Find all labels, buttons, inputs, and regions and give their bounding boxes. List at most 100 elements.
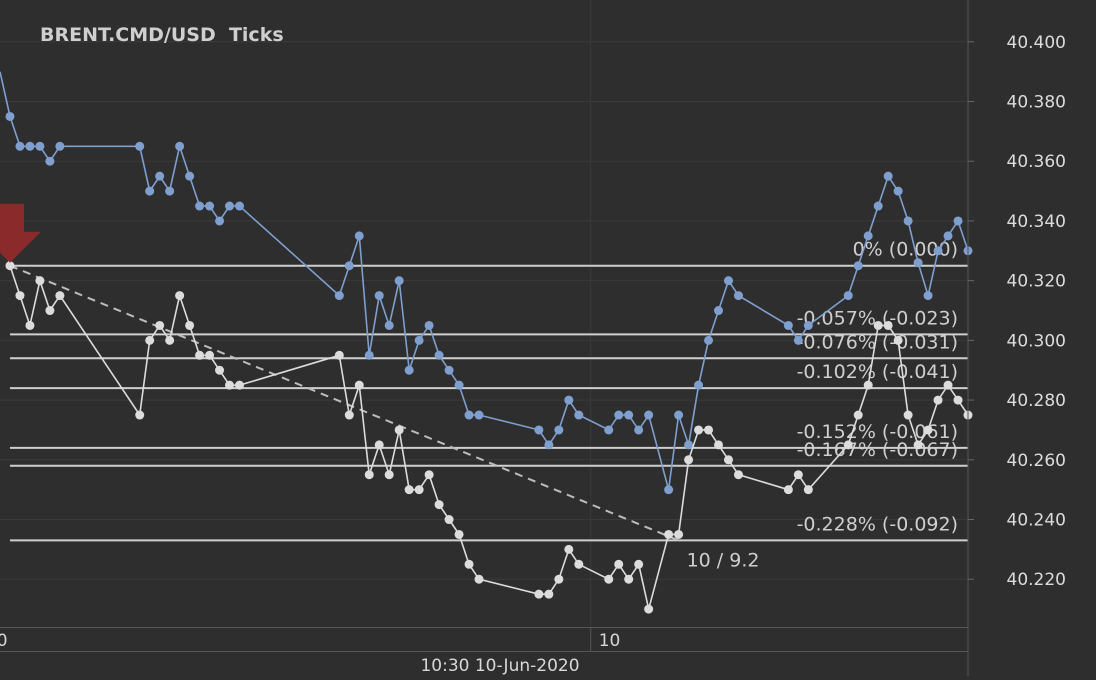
series-2-point <box>175 291 185 301</box>
series-1-point <box>704 335 714 345</box>
series-1-point <box>45 156 55 166</box>
series-1-point <box>943 231 953 241</box>
series-1-point <box>225 201 235 211</box>
series-1-point <box>384 320 394 330</box>
series-2-point <box>733 470 743 480</box>
series-1-point <box>853 261 863 271</box>
series-2-point <box>893 335 903 345</box>
series-2-point <box>344 410 354 420</box>
series-2-point <box>384 470 394 480</box>
series-2-point <box>25 320 35 330</box>
series-1-point <box>793 335 803 345</box>
series-2-point <box>664 529 674 539</box>
series-1-point <box>145 186 155 196</box>
series-1-point <box>394 276 404 286</box>
x-axis: 10:30 10-Jun-2020 00 10 <box>0 627 620 676</box>
series-1-point <box>404 365 414 375</box>
series-2-point <box>225 380 235 390</box>
series-2-point <box>574 559 584 569</box>
x-axis-date-label: 10:30 10-Jun-2020 <box>420 656 579 676</box>
series-2-point <box>843 440 853 450</box>
down-arrow-marker <box>0 203 41 263</box>
series-1-point <box>564 395 574 405</box>
series-1-point <box>644 410 654 420</box>
series-1-point <box>235 201 245 211</box>
series-2-point <box>434 500 444 510</box>
series-1-point <box>195 201 205 211</box>
series-1-point <box>35 141 45 151</box>
series-2-point <box>55 291 65 301</box>
series-1-point <box>25 141 35 151</box>
series-1-point <box>55 141 65 151</box>
series-1-point <box>205 201 215 211</box>
series-2-point <box>624 574 634 584</box>
series-1-point <box>135 141 145 151</box>
series-1-point <box>185 171 195 181</box>
fib-level-label: -0.167% (-0.067) <box>797 439 958 461</box>
series-layer <box>0 71 973 614</box>
series-2-point <box>414 485 424 495</box>
series-2-point <box>903 410 913 420</box>
series-1-point <box>803 320 813 330</box>
series-2-point <box>354 380 364 390</box>
series-2-point <box>943 380 953 390</box>
plot-background <box>0 0 968 627</box>
series-1-point <box>674 410 684 420</box>
y-tick-label: 40.340 <box>1007 212 1066 232</box>
series-1-point <box>544 440 554 450</box>
x-tick-label: 00 <box>0 631 8 651</box>
series-2-point <box>364 470 374 480</box>
series-2-point <box>534 589 544 599</box>
series-1-point <box>354 231 364 241</box>
y-tick-label: 40.380 <box>1007 93 1066 113</box>
series-2-point <box>45 306 55 316</box>
series-1-point <box>783 320 793 330</box>
fib-level-label: -0.102% (-0.041) <box>797 361 958 383</box>
y-tick-label: 40.360 <box>1007 152 1066 172</box>
series-2-point <box>394 425 404 435</box>
series-2-point <box>614 559 624 569</box>
y-tick-label: 40.240 <box>1007 511 1066 531</box>
series-2-point <box>165 335 175 345</box>
series-1-point <box>843 291 853 301</box>
series-2-point <box>913 440 923 450</box>
series-2-point <box>674 529 684 539</box>
series-2-point <box>145 335 155 345</box>
series-2-point <box>933 395 943 405</box>
series-2-point <box>454 529 464 539</box>
series-1-point <box>624 410 634 420</box>
series-2-point <box>35 276 45 286</box>
grid-layer <box>0 0 968 627</box>
series-1-point <box>733 291 743 301</box>
series-2-point <box>544 589 554 599</box>
series-2-point <box>195 350 205 360</box>
series-1-point <box>953 216 963 226</box>
y-tick-label: 40.220 <box>1007 570 1066 590</box>
series-2-point <box>424 470 434 480</box>
series-2-point <box>205 350 215 360</box>
series-1-point <box>893 186 903 196</box>
series-1-point <box>684 440 694 450</box>
series-1-point <box>614 410 624 420</box>
series-2-point <box>334 350 344 360</box>
series-1-point <box>913 258 923 268</box>
series-2-point <box>883 320 893 330</box>
series-2-point <box>464 559 474 569</box>
series-1-point <box>165 186 175 196</box>
fib-level-label: 0% (0.000) <box>853 239 958 261</box>
series-1-point <box>464 410 474 420</box>
series-2-point <box>953 395 963 405</box>
series-2-point <box>704 425 714 435</box>
fib-level-label: -0.057% (-0.023) <box>797 307 958 329</box>
series-2-point <box>235 380 245 390</box>
series-1-point <box>414 335 424 345</box>
series-1-point <box>334 291 344 301</box>
series-1-point <box>444 365 454 375</box>
fib-level-label: -0.076% (-0.031) <box>797 331 958 353</box>
fibonacci-levels: 0% (0.000) -0.057% (-0.023)-0.076% (-0.03… <box>9 239 968 542</box>
series-1-point <box>923 291 933 301</box>
series-2-point <box>723 455 733 465</box>
y-tick-label: 40.320 <box>1007 272 1066 292</box>
